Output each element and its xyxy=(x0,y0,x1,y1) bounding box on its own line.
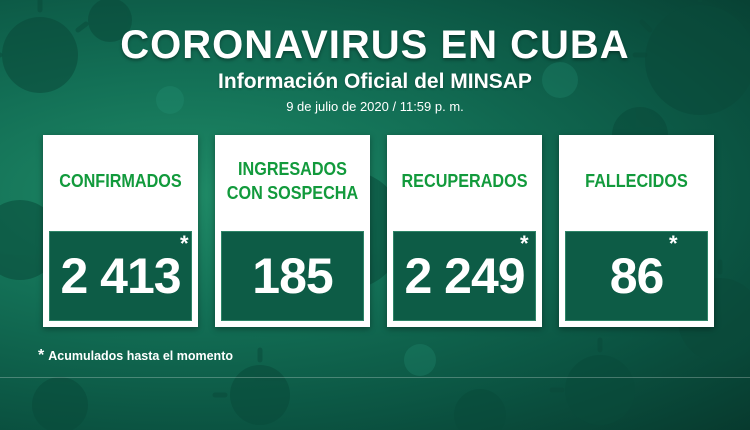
card-value: 86 xyxy=(565,231,708,321)
asterisk-marker: * xyxy=(669,231,678,256)
report-date: 9 de julio de 2020 / 11:59 p. m. xyxy=(286,99,464,114)
footnote-star: * xyxy=(38,347,45,364)
stats-cards: CONFIRMADOS 2 413 * INGRESADOS CON SOSPE… xyxy=(43,135,715,327)
page-subtitle: Información Oficial del MINSAP xyxy=(218,70,532,93)
footnote-text: Acumulados hasta el momento xyxy=(48,349,233,363)
card-label: CONFIRMADOS xyxy=(59,171,182,191)
card-value: 2 249 xyxy=(393,231,536,321)
footnote: * Acumulados hasta el momento xyxy=(38,347,233,365)
card-label: INGRESADOS CON SOSPECHA xyxy=(226,159,359,203)
card-label: FALLECIDOS xyxy=(585,171,688,191)
card-value: 2 413 xyxy=(49,231,192,321)
card-recuperados: RECUPERADOS 2 249 * xyxy=(387,135,542,327)
card-fallecidos: FALLECIDOS 86 * xyxy=(559,135,714,327)
page-title: CORONAVIRUS EN CUBA xyxy=(120,23,630,67)
asterisk-marker: * xyxy=(520,231,529,256)
card-confirmados: CONFIRMADOS 2 413 * xyxy=(43,135,198,327)
header: CORONAVIRUS EN CUBA Información Oficial … xyxy=(0,22,750,116)
card-label: RECUPERADOS xyxy=(401,171,528,191)
divider xyxy=(0,377,750,378)
asterisk-marker: * xyxy=(180,231,189,256)
card-value: 185 xyxy=(221,231,364,321)
card-ingresados: INGRESADOS CON SOSPECHA 185 xyxy=(215,135,370,327)
